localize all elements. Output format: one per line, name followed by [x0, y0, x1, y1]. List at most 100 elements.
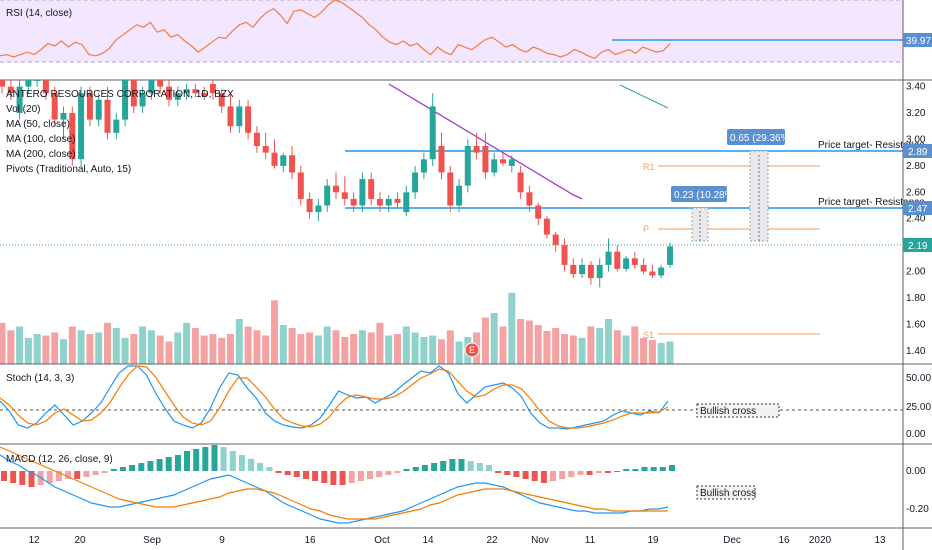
- candle-body: [341, 192, 348, 199]
- stoch-panel: Bullish cross Stoch (14, 3, 3): [0, 365, 903, 430]
- measure-tag-2[interactable]: [727, 129, 785, 145]
- stoch-d-line: [0, 365, 669, 429]
- time-axis: 12 20 Sep 9 16 Oct 14 22 Nov 11 19 Dec 16 2020 13: [28, 535, 886, 546]
- macd-hist-bar: [55, 471, 62, 481]
- rsi-panel: RSI (14, close): [0, 0, 903, 63]
- candle-body: [333, 185, 339, 193]
- volume-bar: [525, 320, 533, 364]
- volume-bar: [376, 322, 384, 365]
- macd-hist-bar: [385, 471, 392, 475]
- price-panel: R1 P S1 0.23 (10.28%) 23 0.65 (29.36%) 6…: [0, 80, 925, 365]
- time-tick: 9: [219, 535, 225, 546]
- volume-bar: [666, 341, 674, 364]
- indicator-pivots: Pivots (Traditional, Auto, 15): [6, 164, 131, 175]
- measure-tag-2-text: 0.65 (29.36%) 65: [730, 133, 807, 144]
- candle-body: [640, 264, 647, 272]
- macd-hist-bar: [659, 467, 666, 471]
- volume-bar: [402, 326, 410, 364]
- macd-hist-bar: [540, 471, 547, 483]
- candle-body: [623, 258, 630, 269]
- macd-hist-bar: [421, 465, 428, 471]
- volume-bar: [499, 326, 507, 364]
- macd-hist-bar: [586, 471, 593, 475]
- macd-hist-bar: [312, 471, 319, 481]
- measure-tag-1[interactable]: [671, 186, 727, 202]
- volume-bar: [429, 335, 437, 364]
- stoch-tick-0: 0.00: [906, 429, 926, 440]
- candle-body: [130, 80, 137, 107]
- candle-body: [7, 86, 14, 94]
- macd-hist-bar: [431, 463, 438, 471]
- time-tick: Nov: [531, 535, 549, 546]
- volume-bar: [156, 335, 164, 364]
- macd-panel: Bullish cross MACD (12, 26, close, 9): [0, 445, 756, 524]
- price-tick: 1.60: [906, 319, 926, 330]
- volume-bar: [481, 317, 489, 364]
- green-trendline[interactable]: [619, 84, 669, 109]
- last-price-tag-text: 2.19: [908, 241, 928, 252]
- volume-bar: [279, 325, 287, 364]
- candle-body: [631, 258, 638, 265]
- volume-bar: [534, 325, 542, 364]
- macd-hist-bar: [412, 467, 419, 471]
- candle-body: [306, 198, 313, 213]
- macd-hist-bar: [275, 471, 282, 473]
- time-tick: Dec: [723, 535, 741, 546]
- candle-body: [491, 159, 498, 173]
- volume-bar: [191, 328, 199, 364]
- volume-bar: [104, 322, 111, 365]
- stoch-tick-25: 25.00: [906, 402, 931, 413]
- volume-bar: [60, 339, 67, 365]
- rsi-value-tag-text: 39.97: [906, 36, 931, 47]
- candle-body: [174, 93, 181, 100]
- time-tick: 11: [585, 535, 596, 546]
- volume-bar: [165, 341, 173, 364]
- candles: [0, 80, 673, 288]
- candle-body: [16, 86, 23, 113]
- candle-body: [420, 159, 427, 173]
- candle-body: [482, 146, 489, 173]
- volume-bar: [490, 313, 498, 364]
- candle-body: [95, 99, 102, 120]
- time-tick: 19: [647, 535, 659, 546]
- volume-bar: [420, 337, 428, 364]
- volume-bar: [227, 334, 234, 364]
- candle-body: [192, 89, 199, 94]
- macd-hist-bar: [19, 471, 26, 485]
- candle-body: [245, 106, 252, 133]
- candle-body: [438, 146, 445, 173]
- volume-bar: [218, 337, 226, 365]
- resistance-label-1: Price target- Resistance: [818, 140, 925, 151]
- macd-hist-bar: [28, 471, 35, 487]
- signal-line: [0, 446, 668, 520]
- macd-hist-bar: [229, 451, 236, 471]
- volume-bar: [323, 326, 331, 364]
- indicator-ma100: MA (100, close): [6, 134, 75, 145]
- candle-body: [297, 172, 304, 199]
- price-tick: 1.80: [906, 293, 926, 304]
- macd-hist-bar: [476, 463, 483, 471]
- candle-body: [570, 264, 577, 275]
- candle-body: [385, 198, 392, 206]
- stoch-annotation-box[interactable]: [696, 403, 780, 418]
- macd-hist-bar: [339, 471, 346, 485]
- volume-bar: [455, 341, 463, 364]
- candle-body: [42, 80, 49, 94]
- volume-bar: [332, 330, 340, 365]
- macd-hist-bar: [65, 471, 72, 479]
- candle-body: [86, 93, 93, 120]
- macd-hist-bar: [101, 471, 108, 473]
- candle-body: [658, 267, 665, 276]
- time-tick: Sep: [143, 535, 161, 546]
- macd-annotation-box[interactable]: [696, 485, 756, 500]
- volume-bar: [341, 337, 349, 364]
- candle-body: [69, 113, 76, 160]
- earnings-marker[interactable]: [464, 342, 480, 358]
- candle-body: [201, 93, 208, 96]
- time-tick: 20: [74, 535, 86, 546]
- macd-hist-bar: [110, 469, 117, 471]
- macd-hist-bar: [449, 459, 456, 471]
- volume-bar: [508, 292, 516, 365]
- volume-bar: [209, 334, 217, 364]
- candle-body: [324, 185, 331, 206]
